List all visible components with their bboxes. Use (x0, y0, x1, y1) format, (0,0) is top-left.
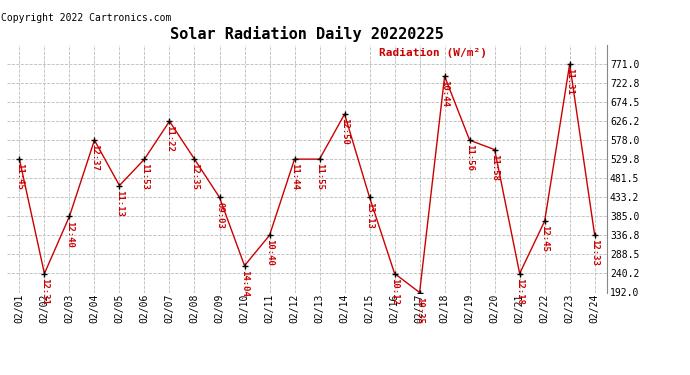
Text: 12:31: 12:31 (40, 278, 49, 304)
Text: 10:35: 10:35 (415, 297, 424, 324)
Text: 11:31: 11:31 (565, 68, 574, 95)
Text: Radiation (W/m²): Radiation (W/m²) (379, 48, 487, 57)
Text: 11:53: 11:53 (140, 163, 149, 190)
Text: 12:40: 12:40 (65, 220, 74, 248)
Text: 11:55: 11:55 (315, 163, 324, 190)
Text: 11:58: 11:58 (490, 154, 499, 181)
Text: 11:22: 11:22 (165, 125, 174, 152)
Text: 12:45: 12:45 (540, 225, 549, 252)
Text: 09:03: 09:03 (215, 202, 224, 228)
Text: 10:40: 10:40 (265, 240, 274, 266)
Text: Copyright 2022 Cartronics.com: Copyright 2022 Cartronics.com (1, 13, 171, 23)
Text: 10:12: 10:12 (390, 278, 399, 304)
Text: 14:04: 14:04 (240, 270, 249, 297)
Text: 11:45: 11:45 (15, 163, 24, 190)
Text: 11:13: 11:13 (115, 190, 124, 217)
Title: Solar Radiation Daily 20220225: Solar Radiation Daily 20220225 (170, 27, 444, 42)
Text: 13:13: 13:13 (365, 202, 374, 228)
Text: 12:18: 12:18 (515, 278, 524, 304)
Text: 12:33: 12:33 (590, 240, 599, 266)
Text: 12:37: 12:37 (90, 144, 99, 171)
Text: 12:50: 12:50 (340, 118, 349, 145)
Text: 11:44: 11:44 (290, 163, 299, 190)
Text: 10:44: 10:44 (440, 80, 449, 107)
Text: 12:35: 12:35 (190, 163, 199, 190)
Text: 11:56: 11:56 (465, 144, 474, 171)
